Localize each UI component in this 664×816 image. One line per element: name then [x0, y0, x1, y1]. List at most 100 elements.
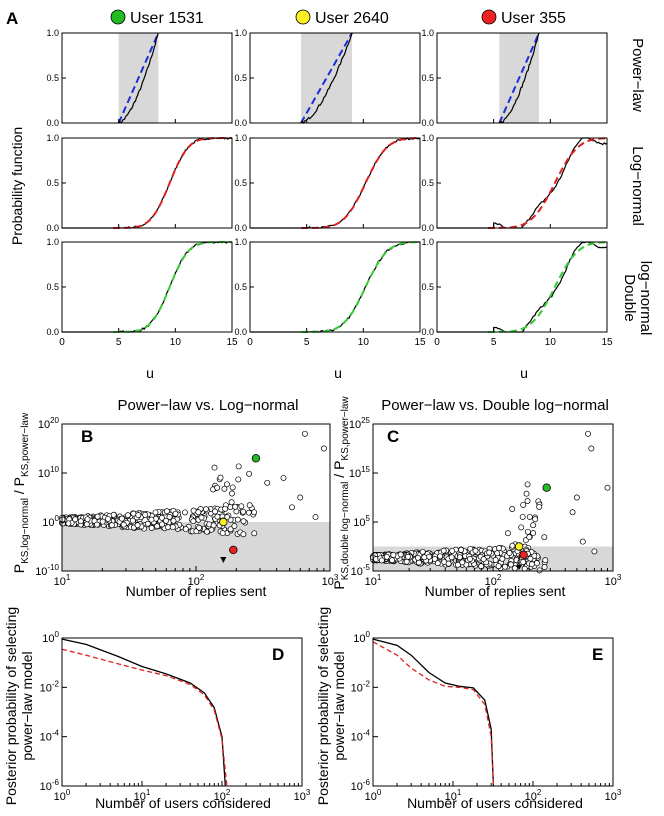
- scatter-point: [301, 430, 308, 437]
- scatter-point: [504, 530, 511, 537]
- y-tick-label-exp: 15: [361, 465, 370, 474]
- x-tick-label: 102: [485, 573, 502, 588]
- y-tick-label: 0.0: [421, 327, 434, 337]
- y-tick-label: 1010: [38, 465, 60, 480]
- scatter-point: [397, 551, 404, 558]
- y-tick-label-base: 10: [353, 633, 365, 645]
- axes-frame: [61, 137, 233, 229]
- y-tick-label: 10-5: [351, 563, 371, 578]
- y-tick-label-base: 10: [351, 566, 363, 578]
- x-tick-label-exp: 2: [537, 788, 542, 797]
- scatter-point: [434, 560, 441, 567]
- scatter-point: [198, 514, 205, 521]
- scatter-point: [389, 557, 396, 564]
- y-tick-label: 0.0: [421, 223, 434, 233]
- panel-e-ylabel-2: power−law model: [331, 651, 347, 760]
- panel-c-ylabel-den-sub: KS,power−law: [340, 396, 351, 461]
- scatter-points: [370, 430, 611, 574]
- y-tick-label-base: 10: [40, 732, 52, 744]
- double-log-normal-fit-line: [488, 241, 608, 333]
- black-series-line: [61, 638, 226, 787]
- scatter-point: [530, 522, 537, 529]
- empirical-cdf-line: [300, 32, 353, 125]
- y-tick-label: 1.0: [46, 28, 59, 38]
- y-tick-label: 0.0: [234, 118, 247, 128]
- scatter-point: [415, 559, 422, 566]
- scatter-point: [533, 560, 540, 567]
- scatter-point: [223, 481, 230, 488]
- scatter-point: [235, 476, 242, 483]
- panel-c-ylabel-num-sub: KS,double log−normal: [340, 482, 351, 581]
- scatter-point: [164, 524, 171, 531]
- scatter-point: [169, 524, 176, 531]
- y-tick-label-exp: 25: [361, 416, 370, 425]
- y-tick-label-base: 10: [351, 732, 363, 744]
- scatter-point: [524, 528, 531, 535]
- panel-b-ylabel: PKS,log−normal / PKS,power−law: [11, 412, 31, 573]
- highlighted-user-point: [519, 550, 528, 560]
- x-tick-label-exp: 1: [457, 788, 462, 797]
- panel-b-title: Power−law vs. Log−normal: [118, 397, 299, 414]
- scatter-point: [604, 484, 611, 491]
- scatter-point: [251, 509, 258, 516]
- scatter-point: [524, 498, 531, 504]
- scatter-point: [195, 509, 202, 516]
- highlighted-user-point: [542, 483, 551, 492]
- scatter-point: [196, 524, 203, 531]
- y-tick-label-exp: 5: [366, 514, 371, 523]
- scatter-point: [511, 565, 518, 572]
- panel-a-xlabel-2: u: [334, 365, 342, 381]
- y-tick-label-base: 10: [351, 781, 363, 793]
- scatter-point: [182, 509, 188, 516]
- y-tick-label: 10-4: [40, 729, 60, 744]
- empirical-cdf-line: [250, 137, 421, 229]
- scatter-point: [390, 551, 397, 558]
- row-label-log-normal: Log−normal: [629, 146, 646, 226]
- empirical-cdf-line: [437, 241, 608, 333]
- scatter-point: [182, 526, 189, 533]
- x-tick-label: 0: [247, 337, 253, 348]
- x-tick-label-exp: 1: [66, 573, 71, 582]
- y-tick-label-base: 10: [42, 633, 54, 645]
- y-tick-label: 0.0: [46, 118, 59, 128]
- user-2640-dot: [295, 9, 311, 25]
- scatter-point: [232, 503, 239, 510]
- x-tick-label: 15: [601, 337, 613, 348]
- scatter-point: [222, 505, 229, 512]
- highlighted-user-point: [251, 454, 261, 463]
- y-tick-label: 1.0: [421, 237, 434, 247]
- scatter-point: [231, 523, 238, 529]
- scatter-point: [190, 518, 197, 525]
- panel-d-ylabel-1: Posterior probability of selecting: [3, 607, 19, 805]
- scatter-point: [251, 530, 258, 537]
- scatter-point: [585, 430, 592, 437]
- scatter-point: [502, 563, 508, 570]
- y-tick-label-exp: -6: [52, 778, 60, 787]
- scatter-point: [458, 546, 465, 553]
- scatter-point: [588, 445, 595, 452]
- scatter-point: [520, 501, 527, 508]
- axes-frame: [249, 137, 421, 229]
- y-tick-label: 0.0: [234, 327, 247, 337]
- y-tick-label: 10-2: [40, 679, 60, 694]
- panel-a-ylabel: Probability function: [9, 127, 25, 245]
- scatter-point: [240, 518, 247, 525]
- scatter-point: [448, 554, 455, 561]
- empirical-cdf-line: [499, 32, 540, 124]
- scatter-point: [144, 520, 151, 527]
- scatter-point: [419, 548, 426, 555]
- x-tick-label: 15: [226, 337, 238, 348]
- x-tick-label: 0: [434, 337, 440, 348]
- axes-frame: [372, 637, 614, 787]
- x-tick-label: 5: [116, 337, 122, 348]
- scatter-point: [288, 504, 295, 511]
- y-tick-label: 1.0: [234, 133, 247, 143]
- panel-a-xlabel-3: u: [520, 365, 528, 381]
- x-tick-label-exp: 2: [200, 573, 205, 582]
- highlighted-user-point: [229, 545, 238, 555]
- y-tick-label-exp: -2: [363, 679, 371, 688]
- axes-frame: [61, 637, 303, 787]
- arrow-head: [516, 565, 523, 570]
